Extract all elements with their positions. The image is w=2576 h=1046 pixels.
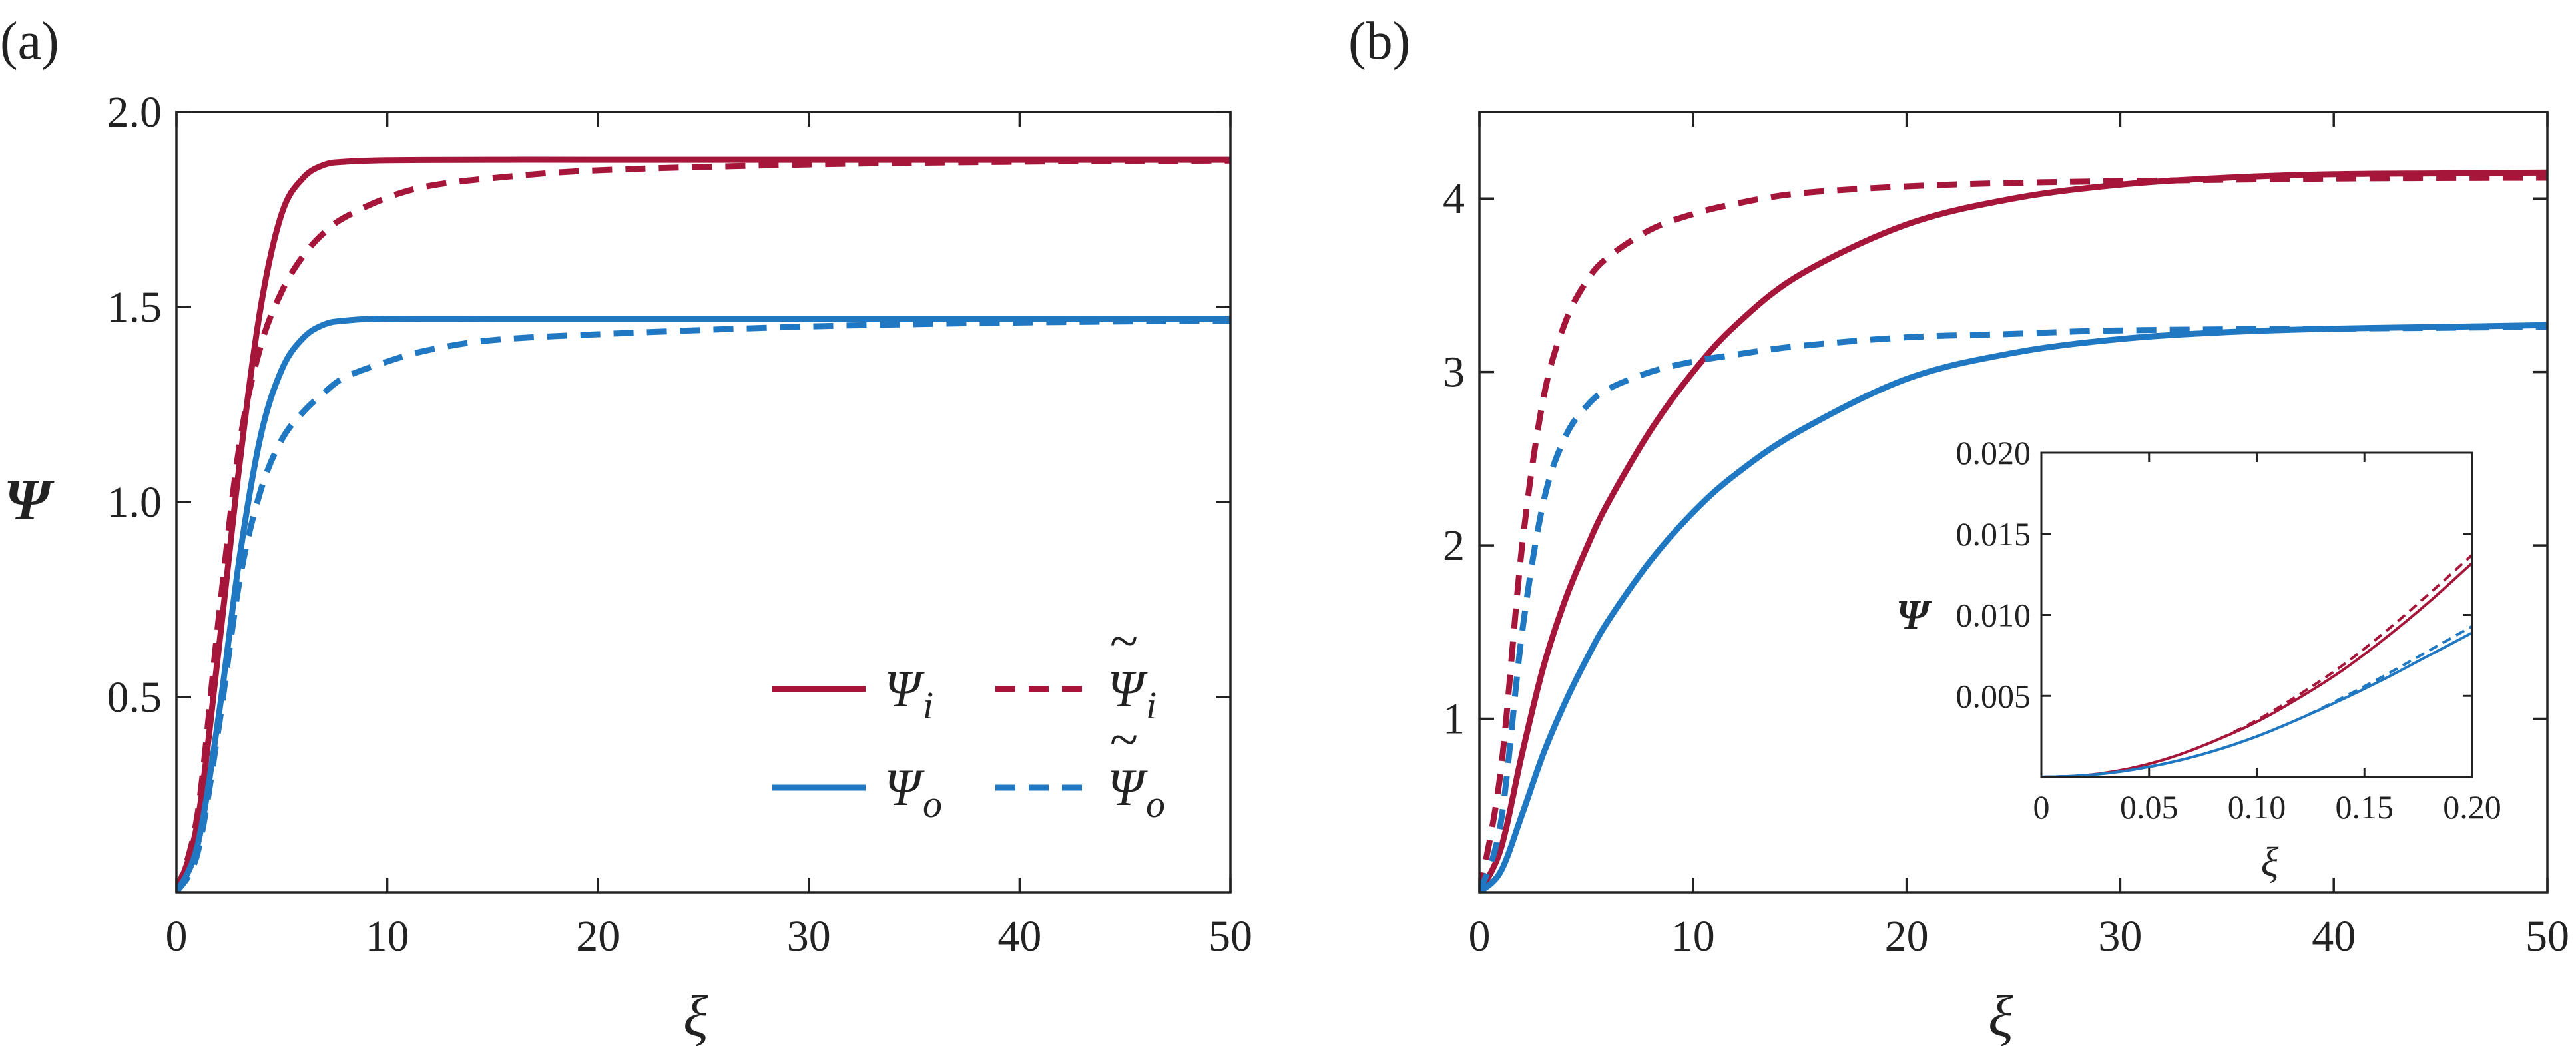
panel-a-x-tick-label: 0 [166, 912, 188, 961]
panel-a-x-tick-label: 40 [997, 912, 1041, 961]
panel-b-y-tick-label: 4 [1443, 174, 1465, 223]
inset-x-tick-label: 0.10 [2228, 788, 2286, 826]
panel-b-x-tick-label: 0 [1469, 912, 1491, 961]
panel-a-x-tick-label: 30 [787, 912, 831, 961]
panel-a-x-tick-label: 20 [576, 912, 620, 961]
panel-b-axes: 0 10 20 30 40 50 1 2 3 4 [1443, 111, 2569, 961]
panel-a-x-tick-label: 10 [366, 912, 409, 961]
panel-a-x-axis-label: ξ [683, 985, 708, 1046]
legend-entry-label: Ψ [1107, 660, 1148, 718]
inset-background [2041, 453, 2472, 777]
inset-x-tick-label: 0.05 [2120, 788, 2179, 826]
inset-x-axis-label: ξ [2261, 840, 2279, 885]
panel-b-series-red-solid-line [1479, 169, 2547, 892]
panel-a-y-tick-label: 1.5 [107, 283, 162, 332]
panel-b-frame [1478, 111, 2549, 894]
panel-b-y-tick-label: 2 [1443, 521, 1465, 570]
panel-a-label: (a) [0, 12, 59, 71]
inset-axes: 0 0.05 0.10 0.15 0.20 0.005 0.010 0.015 0.020 [1956, 434, 2501, 826]
inset-x-tick-label: 0 [2033, 788, 2050, 826]
panel-b-x-tick-label: 10 [1671, 912, 1715, 961]
inset-series-red-dashed-line [2041, 553, 2472, 777]
inset-y-tick-label: 0.015 [1956, 515, 2031, 553]
inset-plot-area [2041, 453, 2472, 777]
panel-b-plot-area [1479, 169, 2547, 892]
panel-a-y-axis-label: Ψ [4, 468, 55, 533]
panel-b-x-axis-label: ξ [1988, 985, 2013, 1046]
panel-a-y-tick-label: 1.0 [107, 478, 162, 527]
panel-a-y-tick-label: 0.5 [107, 673, 162, 722]
inset-y-tick-label: 0.020 [1956, 434, 2031, 471]
panel-a-x-tick-label: 50 [1208, 912, 1252, 961]
panel-b-y-tick-label: 1 [1443, 695, 1465, 744]
legend-tilde: ~ [1109, 710, 1137, 768]
inset-y-tick-label: 0.010 [1956, 597, 2031, 634]
inset-x-tick-label: 0.20 [2443, 788, 2501, 826]
legend-entry-subscript: o [1146, 782, 1165, 826]
panel-b-series-red-dashed-line [1479, 174, 2547, 892]
inset-series-blue-dashed-line [2041, 625, 2472, 777]
panel-a-frame [175, 111, 1232, 894]
legend-entry-label: Ψ [1107, 758, 1148, 816]
panel-b-x-tick-label: 50 [2525, 912, 2569, 961]
legend-entry-label: Ψ [884, 660, 925, 718]
panel-a-series-blue-solid-line [176, 315, 1230, 892]
legend-entry-label: Ψ [884, 758, 925, 816]
panel-a-series-blue-dashed-line [176, 318, 1230, 892]
panel-b-label: (b) [1348, 12, 1410, 71]
legend-tilde: ~ [1109, 612, 1137, 670]
panel-a-series-red-solid-line [176, 156, 1230, 892]
panel-b-x-tick-label: 20 [1885, 912, 1929, 961]
panel-b-x-tick-label: 30 [2098, 912, 2142, 961]
panel-b-x-tick-label: 40 [2312, 912, 2356, 961]
legend-entry-subscript: i [1146, 684, 1157, 727]
panel-a-y-tick-label: 2.0 [107, 88, 162, 136]
panel-a-axes: 0 10 20 30 40 50 0.5 1.0 1.5 2.0 [107, 88, 1253, 961]
legend-entry-subscript: i [923, 684, 933, 727]
inset-y-tick-label: 0.005 [1956, 677, 2031, 714]
inset-y-axis-label: Ψ [1896, 593, 1932, 638]
panel-a-series-red-dashed-line [176, 157, 1230, 892]
inset-x-tick-label: 0.15 [2336, 788, 2394, 826]
legend-entry-subscript: o [923, 782, 942, 826]
panel-b-y-tick-label: 3 [1443, 348, 1465, 397]
panel-a-plot-area [176, 156, 1230, 892]
